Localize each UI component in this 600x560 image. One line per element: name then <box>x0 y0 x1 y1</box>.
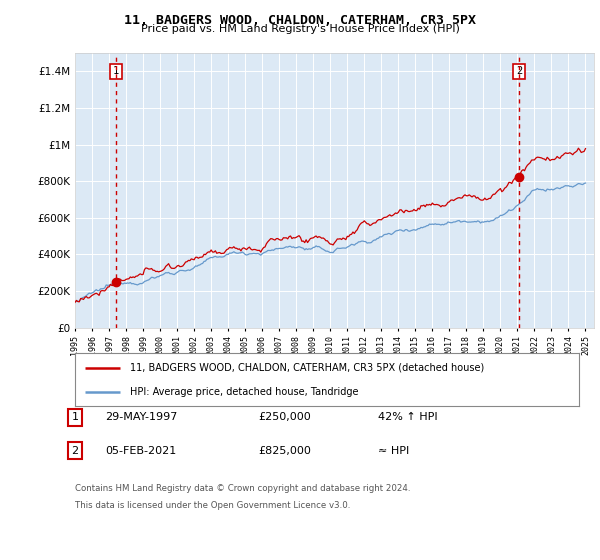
Text: ≈ HPI: ≈ HPI <box>378 446 409 456</box>
Text: Price paid vs. HM Land Registry's House Price Index (HPI): Price paid vs. HM Land Registry's House … <box>140 24 460 34</box>
Text: 1: 1 <box>113 67 119 77</box>
Text: 42% ↑ HPI: 42% ↑ HPI <box>378 412 437 422</box>
Text: Contains HM Land Registry data © Crown copyright and database right 2024.: Contains HM Land Registry data © Crown c… <box>75 484 410 493</box>
Text: 2: 2 <box>71 446 79 456</box>
Text: 11, BADGERS WOOD, CHALDON, CATERHAM, CR3 5PX: 11, BADGERS WOOD, CHALDON, CATERHAM, CR3… <box>124 14 476 27</box>
Text: 1: 1 <box>71 412 79 422</box>
Text: This data is licensed under the Open Government Licence v3.0.: This data is licensed under the Open Gov… <box>75 501 350 510</box>
Text: 05-FEB-2021: 05-FEB-2021 <box>105 446 176 456</box>
Text: 29-MAY-1997: 29-MAY-1997 <box>105 412 178 422</box>
Text: 11, BADGERS WOOD, CHALDON, CATERHAM, CR3 5PX (detached house): 11, BADGERS WOOD, CHALDON, CATERHAM, CR3… <box>130 363 485 373</box>
Text: 2: 2 <box>516 67 522 77</box>
Text: £825,000: £825,000 <box>258 446 311 456</box>
Text: HPI: Average price, detached house, Tandridge: HPI: Average price, detached house, Tand… <box>130 386 359 396</box>
Text: £250,000: £250,000 <box>258 412 311 422</box>
